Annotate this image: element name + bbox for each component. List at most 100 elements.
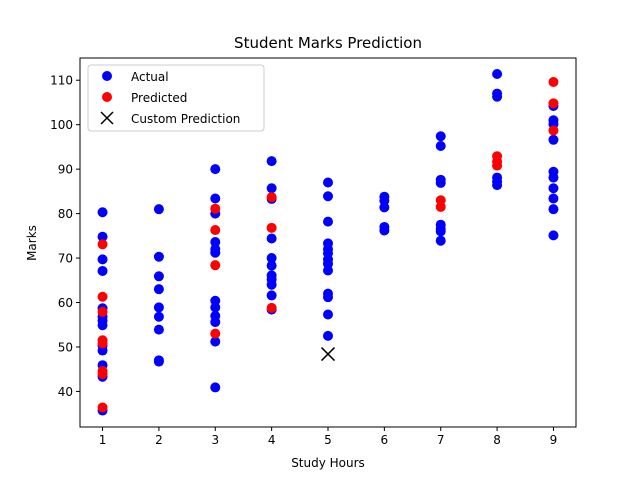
actual-point [153,204,164,215]
predicted-point [492,160,503,171]
legend-predicted-marker [102,92,112,102]
predicted-point [210,328,221,339]
data-points [97,69,559,416]
predicted-point [210,203,221,214]
x-axis-label: Study Hours [291,456,365,470]
actual-point [153,324,164,335]
x-tick-label: 2 [155,433,163,447]
actual-point [435,235,446,246]
x-tick-label: 3 [211,433,219,447]
x-tick-label: 1 [99,433,107,447]
x-tick-label: 5 [324,433,332,447]
actual-point [266,279,277,290]
actual-point [153,284,164,295]
x-tick-label: 6 [381,433,389,447]
legend-actual-marker [102,71,112,81]
actual-point [210,164,221,175]
actual-point [266,290,277,301]
y-axis-label: Marks [25,225,39,261]
actual-point [548,134,559,145]
actual-point [548,204,559,215]
actual-point [266,156,277,167]
actual-point [323,191,333,202]
predicted-point [97,291,108,302]
actual-point [97,207,108,218]
predicted-point [210,225,221,236]
y-tick-label: 50 [58,340,73,354]
predicted-point [97,369,108,380]
legend-box [87,64,265,132]
x-tick-label: 8 [493,433,501,447]
actual-point [153,251,164,262]
legend-custom-marker [100,111,114,125]
actual-point [435,226,446,237]
legend: Actual Predicted Custom Prediction [87,64,265,132]
predicted-point [97,306,108,317]
actual-point [153,302,164,313]
y-tick-label: 90 [58,163,73,177]
actual-point [379,225,390,236]
y-tick-label: 110 [50,74,73,88]
actual-point [266,233,277,244]
actual-point [548,193,559,204]
actual-point [435,141,446,152]
actual-point [379,202,390,213]
legend-custom-label: Custom Prediction [131,112,240,126]
actual-point [323,330,333,341]
predicted-point [210,260,221,271]
actual-point [435,177,446,188]
custom-prediction-point [320,347,336,362]
actual-point [323,309,333,320]
actual-point [266,260,277,271]
legend-predicted-label: Predicted [131,91,187,105]
actual-point [492,69,503,80]
axis-ticks: 1 2 3 4 5 6 7 8 9 40 50 60 70 80 90 100 110 [50,74,557,447]
actual-point [323,216,333,227]
predicted-point [266,192,277,203]
actual-point [210,237,221,248]
y-tick-label: 100 [50,118,73,132]
chart-title: Student Marks Prediction [234,34,422,52]
actual-point [97,320,108,331]
actual-point [548,172,559,183]
actual-point [210,193,221,204]
predicted-point [266,302,277,313]
actual-point [323,265,333,276]
actual-point [97,265,108,276]
actual-point [266,253,277,264]
y-tick-label: 70 [58,252,73,266]
actual-point [153,311,164,322]
actual-point [97,231,108,242]
actual-point [210,336,221,347]
plot-area-frame [79,57,577,428]
actual-point [210,247,221,258]
actual-point [323,292,333,303]
actual-point [492,91,503,102]
predicted-point [548,77,559,88]
y-tick-label: 60 [58,296,73,310]
y-tick-label: 80 [58,207,73,221]
actual-point [210,317,221,328]
predicted-point [97,239,108,250]
actual-point [210,302,221,313]
actual-point [153,271,164,282]
actual-point [97,345,108,356]
actual-point [210,382,221,393]
actual-point [548,230,559,241]
predicted-point [548,125,559,136]
x-tick-label: 9 [550,433,558,447]
actual-point [435,131,446,142]
actual-point [548,183,559,194]
actual-point [97,254,108,265]
predicted-point [548,98,559,109]
actual-point [266,183,277,194]
actual-point [323,177,333,188]
predicted-point [97,338,108,349]
y-tick-label: 40 [58,385,73,399]
x-tick-label: 7 [437,433,445,447]
actual-point [492,180,503,191]
predicted-point [97,402,108,413]
x-tick-label: 4 [268,433,276,447]
